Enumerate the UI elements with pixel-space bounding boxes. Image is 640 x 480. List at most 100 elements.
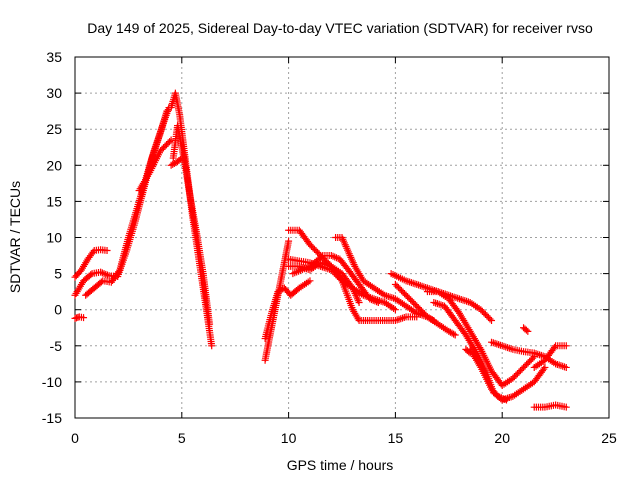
data-point (371, 297, 379, 305)
data-point (559, 362, 567, 370)
data-point (414, 304, 422, 312)
data-point (335, 274, 343, 282)
series-sat-o (361, 313, 421, 325)
data-point (407, 296, 415, 304)
data-point (397, 315, 405, 323)
data-point (178, 154, 186, 162)
data-point (541, 363, 549, 371)
data-point (420, 310, 428, 318)
data-point (562, 342, 570, 350)
data-point (480, 309, 488, 317)
data-point (391, 306, 399, 314)
data-point (369, 296, 377, 304)
series-sat-r (391, 280, 438, 325)
data-point (481, 310, 489, 318)
data-point (398, 287, 406, 295)
data-point (373, 298, 381, 306)
data-point (429, 286, 437, 294)
series-sat-i (261, 237, 293, 364)
series-sat-s (423, 288, 538, 390)
series-sat-q (387, 270, 496, 325)
chart-title: Day 149 of 2025, Sidereal Day-to-day VTE… (87, 20, 593, 36)
series-sat-w (530, 342, 570, 371)
data-point (166, 138, 174, 146)
data-point (163, 141, 171, 149)
y-tick-label: 10 (46, 230, 62, 246)
data-point (521, 362, 529, 370)
data-point (557, 362, 565, 370)
data-point (497, 394, 505, 402)
data-point (391, 280, 399, 288)
data-point (415, 281, 423, 289)
data-point (393, 316, 401, 324)
data-point (394, 284, 402, 292)
data-point (87, 271, 95, 279)
data-point (102, 270, 110, 278)
data-point (562, 363, 570, 371)
data-point (396, 285, 404, 293)
data-point (502, 343, 510, 351)
data-point (455, 295, 463, 303)
data-point (327, 252, 335, 260)
data-point (206, 320, 214, 328)
data-point (484, 313, 492, 321)
data-point (306, 241, 314, 249)
data-point (499, 395, 507, 403)
data-point (507, 345, 515, 353)
series-sat-d (71, 313, 88, 322)
x-tick-label: 20 (494, 430, 510, 446)
data-point (523, 360, 531, 368)
data-point (331, 253, 339, 261)
data-point (158, 145, 166, 153)
y-tick-label: 0 (54, 302, 62, 318)
data-point (399, 314, 407, 322)
data-point (411, 280, 419, 288)
x-tick-label: 5 (178, 430, 186, 446)
data-point (466, 349, 474, 357)
data-point (498, 342, 506, 350)
data-point (409, 279, 417, 287)
series-sat-h (167, 154, 186, 169)
y-tick-label: 25 (46, 121, 62, 137)
data-point (306, 277, 314, 285)
data-point (522, 326, 530, 334)
data-point (491, 339, 499, 347)
data-point (399, 288, 407, 296)
data-point (332, 271, 340, 279)
data-point (515, 368, 523, 376)
data-point (401, 290, 409, 298)
data-point (317, 253, 325, 261)
y-tick-label: 30 (46, 85, 62, 101)
data-point (408, 297, 416, 305)
data-point (419, 308, 427, 316)
data-point (433, 300, 441, 308)
series-sat-y (520, 324, 532, 335)
series-sat-j (261, 277, 314, 343)
data-point (540, 365, 548, 373)
data-point (159, 144, 167, 152)
data-point (285, 237, 293, 245)
data-point (457, 295, 465, 303)
series-line (465, 348, 471, 354)
data-point (428, 316, 436, 324)
series-sat-p (332, 234, 459, 339)
data-point (333, 272, 341, 280)
data-point (416, 305, 424, 313)
data-point (208, 342, 216, 350)
data-point (407, 279, 415, 287)
data-point (366, 295, 374, 303)
data-point (454, 294, 462, 302)
data-point (402, 291, 410, 299)
data-point (520, 363, 528, 371)
series-sat-c (82, 104, 173, 299)
y-tick-label: 35 (46, 49, 62, 65)
data-point (488, 317, 496, 325)
data-point (451, 331, 459, 339)
data-point (332, 254, 340, 262)
data-point (176, 155, 184, 163)
data-point (510, 373, 518, 381)
data-point (330, 269, 338, 277)
y-tick-label: -15 (42, 410, 62, 426)
y-tick-label: 20 (46, 157, 62, 173)
